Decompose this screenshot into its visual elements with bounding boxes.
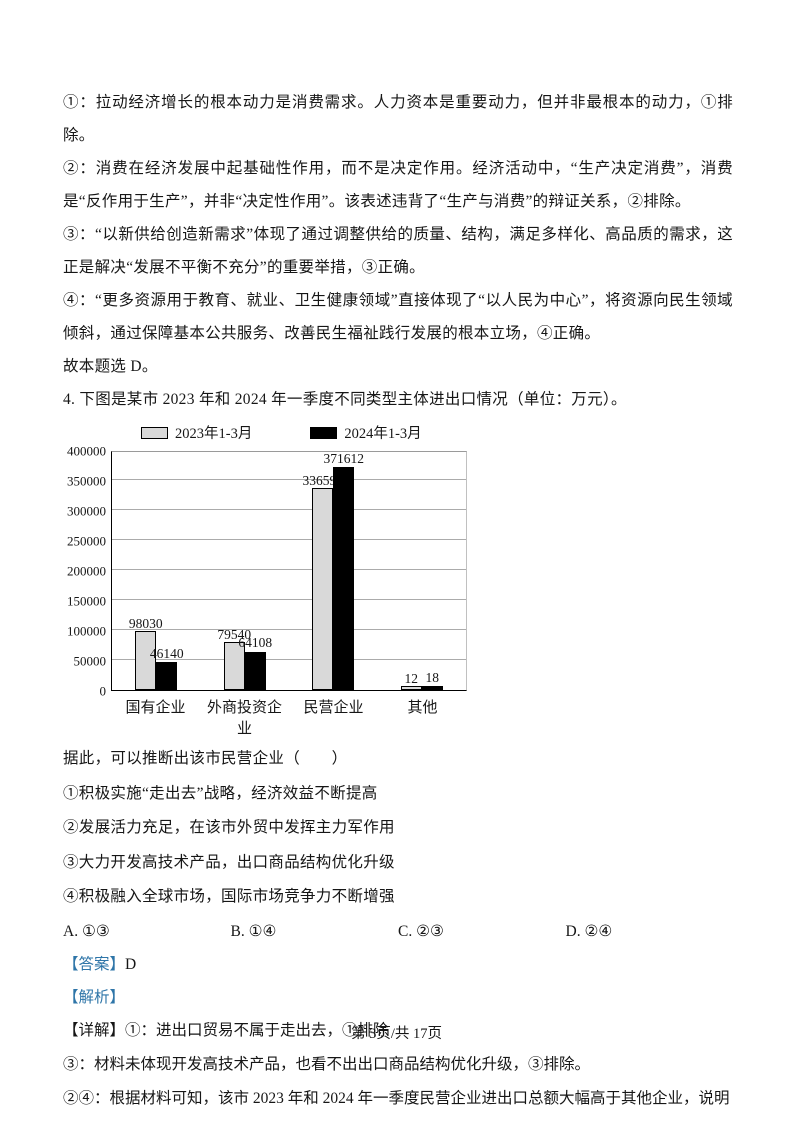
- gridline: [112, 629, 466, 630]
- bar-value-label: 12: [404, 670, 419, 686]
- x-axis-label-4: 其他: [407, 700, 438, 716]
- y-tick-label: 350000: [67, 473, 106, 489]
- y-tick-label: 200000: [67, 563, 106, 579]
- gridline: [112, 569, 466, 570]
- import-export-bar-chart: 2023年1-3月 2024年1-3月 0 50000 100000 150000 20…: [63, 422, 483, 738]
- bar-2024年1-3月-民营企业: 371612: [324, 452, 364, 690]
- statement-1: ①积极实施“走出去”战略，经济效益不断提高: [63, 784, 378, 802]
- option-d: D. ②④: [565, 922, 613, 940]
- gridline: [112, 509, 466, 510]
- detail-line-1: 【详解】①：进出口贸易不属于走出去，①排除: [63, 1014, 733, 1048]
- gridline: [112, 479, 466, 480]
- bar-2023年1-3月-国有企业: 98030: [129, 617, 163, 690]
- option-b: B. ①④: [230, 922, 277, 940]
- bar-value-label: 79540: [217, 626, 252, 642]
- detail-label: 【详解】: [63, 1021, 126, 1039]
- bar-2024年1-3月-其他: 18: [421, 670, 443, 690]
- x-axis-label-2: 外商投资企业: [206, 700, 282, 737]
- y-tick-label: 300000: [67, 503, 106, 519]
- bar-group-1: 98030 46140: [112, 452, 201, 690]
- bar-2024年1-3月-外商投资企业: 64108: [238, 636, 272, 690]
- x-axis-labels: 国有企业 外商投资企业 民营企业 其他: [111, 691, 467, 738]
- bar-value-label: 64108: [238, 635, 273, 651]
- bar-2023年1-3月-民营企业: 336591: [303, 474, 343, 690]
- detail-line-3: ②④：根据材料可知，该市 2023 年和 2024 年一季度民营企业进出口总额大…: [63, 1089, 730, 1107]
- gridline: [112, 539, 466, 540]
- x-axis-label-3: 民营企业: [303, 700, 364, 716]
- answer-line: 【答案】D: [63, 948, 733, 981]
- y-tick-label: 50000: [73, 653, 107, 669]
- bar-value-label: 336591: [302, 472, 344, 488]
- explanation-2: ②：消费在经济发展中起基础性作用，而不是决定作用。经济活动中，“生产决定消费”，…: [63, 160, 733, 210]
- y-tick-label: 100000: [67, 623, 106, 639]
- legend-swatch-2024: [310, 426, 338, 439]
- answer-value: D: [125, 955, 137, 973]
- statement-2: ②发展活力充足，在该市外贸中发挥主力军作用: [63, 819, 395, 836]
- bar-value-label: 18: [425, 669, 440, 685]
- legend-swatch-2023: [141, 426, 168, 439]
- explanation-1: ①：拉动经济增长的根本动力是消费需求。人力资本是重要动力，但并非最根本的动力，①…: [63, 94, 733, 144]
- conclusion-line: 故本题选 D。: [63, 358, 158, 375]
- option-c: C. ②③: [398, 922, 444, 940]
- bar-2023年1-3月-其他: 12: [400, 671, 422, 690]
- bar-value-label: 371612: [323, 450, 365, 466]
- options-row: A. ①③ B. ①④ C. ②③ D. ②④: [63, 915, 733, 948]
- bar-group-3: 336591 371612: [289, 452, 378, 690]
- statement-4: ④积极融入全球市场，国际市场竞争力不断增强: [63, 888, 395, 905]
- y-tick-label: 150000: [67, 593, 106, 609]
- analysis-line: 【解析】: [63, 981, 733, 1014]
- bar-value-label: 46140: [149, 645, 184, 661]
- explanation-3: ③：“以新供给创造新需求”体现了通过调整供给的质量、结构，满足多样化、高品质的需…: [63, 226, 733, 276]
- y-tick-label: 250000: [67, 533, 106, 549]
- bar-group-2: 79540 64108: [201, 452, 290, 690]
- bar-group-4: 12 18: [378, 452, 467, 690]
- y-tick-label: 0: [99, 683, 107, 699]
- analysis-label: 【解析】: [63, 988, 126, 1006]
- page-content: ①：拉动经济增长的根本动力是消费需求。人力资本是重要动力，但并非最根本的动力，①…: [63, 86, 733, 1123]
- option-a: A. ①③: [63, 922, 110, 940]
- question-4-intro: 4. 下图是某市 2023 年和 2024 年一季度不同类型主体进出口情况（单位…: [63, 391, 627, 408]
- y-tick-label: 400000: [67, 443, 106, 459]
- answer-label: 【答案】: [63, 955, 126, 973]
- page-footer: 第 3页/共 17页: [350, 1026, 443, 1042]
- bar-2023年1-3月-外商投资企业: 79540: [217, 628, 251, 690]
- bar-2024年1-3月-国有企业: 46140: [150, 647, 184, 690]
- gridline: [112, 659, 466, 660]
- detail-line-2: ③：材料未体现开发高技术产品，也看不出出口商品结构优化升级，③排除。: [63, 1055, 591, 1073]
- x-axis-label-1: 国有企业: [125, 700, 186, 716]
- gridline: [112, 599, 466, 600]
- statement-3: ③大力开发高技术产品，出口商品结构优化升级: [63, 853, 395, 871]
- plot-area: 98030 46140 79540 64108 336591 371612 12 18: [111, 451, 467, 691]
- bar-value-label: 98030: [128, 615, 163, 631]
- chart-body: 0 50000 100000 150000 200000 250000 300000 3500…: [63, 445, 483, 698]
- explanation-4: ④：“更多资源用于教育、就业、卫生健康领域”直接体现了“以人民为中心”，将资源向…: [63, 292, 733, 342]
- legend-label-2024: 2024年1-3月: [344, 426, 422, 442]
- chart-legend: 2023年1-3月 2024年1-3月: [141, 422, 483, 443]
- detail-text-1: ①：进出口贸易不属于走出去，①排除: [125, 1021, 389, 1039]
- y-axis: 0 50000 100000 150000 200000 250000 300000 3500…: [63, 445, 111, 698]
- question-4-stem: 据此，可以推断出该市民营企业（ ）: [63, 750, 348, 767]
- legend-label-2023: 2023年1-3月: [175, 426, 253, 442]
